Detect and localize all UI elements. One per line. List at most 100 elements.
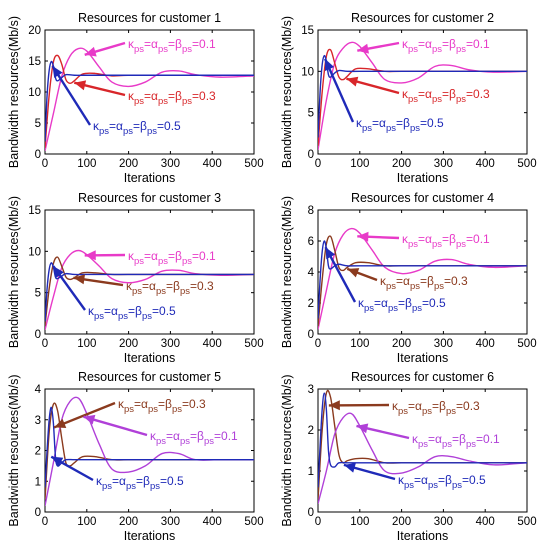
plot-area xyxy=(44,388,255,513)
x-tick-label: 400 xyxy=(203,516,222,528)
annotation-arrowhead xyxy=(328,400,340,411)
annotation-arrow xyxy=(324,58,355,123)
x-tick-label: 300 xyxy=(161,516,180,528)
annotation-label: κps=αps=βps=0.5 xyxy=(356,116,444,134)
chart-panel-5: Resources for customer 5 0 100 200 300 400 500… xyxy=(7,370,264,543)
annotation-label: κps=αps=βps=0.1 xyxy=(402,232,490,250)
y-tick-label: 0 xyxy=(308,149,314,161)
annotation-arrowhead xyxy=(73,274,85,285)
y-tick-label: 5 xyxy=(308,108,314,120)
x-tick-label: 100 xyxy=(77,158,96,170)
annotation-arrowhead xyxy=(84,46,97,57)
x-tick-label: 200 xyxy=(392,516,411,528)
y-tick-label: 5 xyxy=(35,288,41,300)
annotation-label: κps=αps=βps=0.5 xyxy=(96,474,184,492)
y-tick-label: 10 xyxy=(28,246,41,258)
series-line xyxy=(318,227,527,330)
x-tick-label: 400 xyxy=(203,158,222,170)
x-axis-label: Iterations xyxy=(124,351,175,365)
annotation-arrow xyxy=(51,65,92,126)
annotation-arrowhead xyxy=(356,423,369,434)
y-tick-label: 5 xyxy=(35,118,41,130)
series-line xyxy=(45,60,254,142)
y-tick-label: 3 xyxy=(35,415,41,427)
x-tick-label: 100 xyxy=(350,516,369,528)
y-tick-label: 1 xyxy=(35,476,41,488)
chart-panel-4: Resources for customer 4 0 100 200 300 400 500… xyxy=(280,191,537,365)
y-tick-label: 0 xyxy=(308,329,314,341)
chart-panel-3: Resources for customer 30 100 200 300 400 500… xyxy=(7,191,264,365)
x-tick-label: 0 xyxy=(42,158,48,170)
y-tick-label: 10 xyxy=(28,87,41,99)
y-axis-label: Bandwidth resources(Mb/s) xyxy=(280,374,294,526)
y-tick-label: 1 xyxy=(308,466,314,478)
x-tick-label: 100 xyxy=(77,338,96,350)
y-tick-label: 15 xyxy=(28,56,41,68)
x-axis-label: Iterations xyxy=(124,529,175,543)
annotation-arrowhead xyxy=(347,268,360,278)
y-tick-label: 0 xyxy=(35,329,41,341)
annotation-label: κps=αps=βps=0.3 xyxy=(128,89,216,107)
y-tick-label: 3 xyxy=(308,384,314,396)
chart-title: Resources for customer 1 xyxy=(78,11,221,25)
x-tick-label: 0 xyxy=(315,338,321,350)
series-line xyxy=(45,406,254,488)
x-tick-label: 200 xyxy=(119,338,138,350)
x-tick-label: 500 xyxy=(517,158,536,170)
series-line xyxy=(318,392,527,488)
annotation-label: κps=αps=βps=0.5 xyxy=(358,296,446,314)
x-tick-label: 400 xyxy=(476,516,495,528)
series-line xyxy=(45,262,254,322)
x-tick-label: 300 xyxy=(161,338,180,350)
x-tick-label: 100 xyxy=(350,338,369,350)
plot-area xyxy=(44,209,255,335)
plot-area xyxy=(44,29,255,155)
annotation-label: κps=αps=βps=0.3 xyxy=(402,87,490,105)
series-line xyxy=(45,47,254,152)
series-line xyxy=(45,249,254,331)
y-tick-label: 4 xyxy=(35,384,42,396)
y-tick-label: 15 xyxy=(301,25,314,37)
annotation-arrowhead xyxy=(52,66,63,78)
chart-title: Resources for customer 5 xyxy=(78,370,221,384)
x-tick-label: 300 xyxy=(434,516,453,528)
y-tick-label: 0 xyxy=(35,149,41,161)
annotation-arrow xyxy=(83,415,148,437)
annotation-arrowhead xyxy=(357,43,369,54)
x-axis-label: Iterations xyxy=(397,351,448,365)
annotation-label: κps=αps=βps=0.1 xyxy=(412,432,500,450)
annotation-arrowhead xyxy=(84,250,96,261)
y-tick-label: 15 xyxy=(28,205,41,217)
y-tick-label: 4 xyxy=(308,267,315,279)
annotation-arrowhead xyxy=(357,231,369,242)
chart-title: Resources for customer 6 xyxy=(351,370,494,384)
annotation-arrowhead xyxy=(54,418,67,428)
x-tick-label: 400 xyxy=(476,338,495,350)
x-tick-label: 100 xyxy=(350,158,369,170)
series-line xyxy=(318,240,527,319)
x-tick-label: 500 xyxy=(244,338,263,350)
series-line xyxy=(318,54,527,138)
x-tick-label: 400 xyxy=(476,158,495,170)
x-tick-label: 500 xyxy=(517,338,536,350)
y-tick-label: 10 xyxy=(301,66,314,78)
x-tick-label: 0 xyxy=(315,158,321,170)
chart-panel-6: Resources for customer 6 0 100 200 300 400 500… xyxy=(280,370,537,543)
y-axis-label: Bandwidth resources(Mb/s) xyxy=(7,16,21,168)
annotation-label: κps=αps=βps=0.1 xyxy=(128,37,216,55)
annotation-label: κps=αps=βps=0.3 xyxy=(126,279,214,297)
x-axis-label: Iterations xyxy=(397,171,448,185)
chart-title: Resources for customer 4 xyxy=(351,191,494,205)
annotation-label: κps=αps=βps=0.3 xyxy=(392,399,480,417)
x-tick-label: 200 xyxy=(119,158,138,170)
y-tick-label: 20 xyxy=(28,25,41,37)
y-axis-label: Bandwidth resources(Mb/s) xyxy=(280,196,294,348)
x-tick-label: 500 xyxy=(517,516,536,528)
x-axis-label: Iterations xyxy=(124,171,175,185)
annotation-arrowhead xyxy=(83,414,96,425)
x-tick-label: 200 xyxy=(119,516,138,528)
x-tick-label: 0 xyxy=(42,338,48,350)
x-tick-label: 200 xyxy=(392,158,411,170)
chart-title: Resources for customer 2 xyxy=(351,11,494,25)
